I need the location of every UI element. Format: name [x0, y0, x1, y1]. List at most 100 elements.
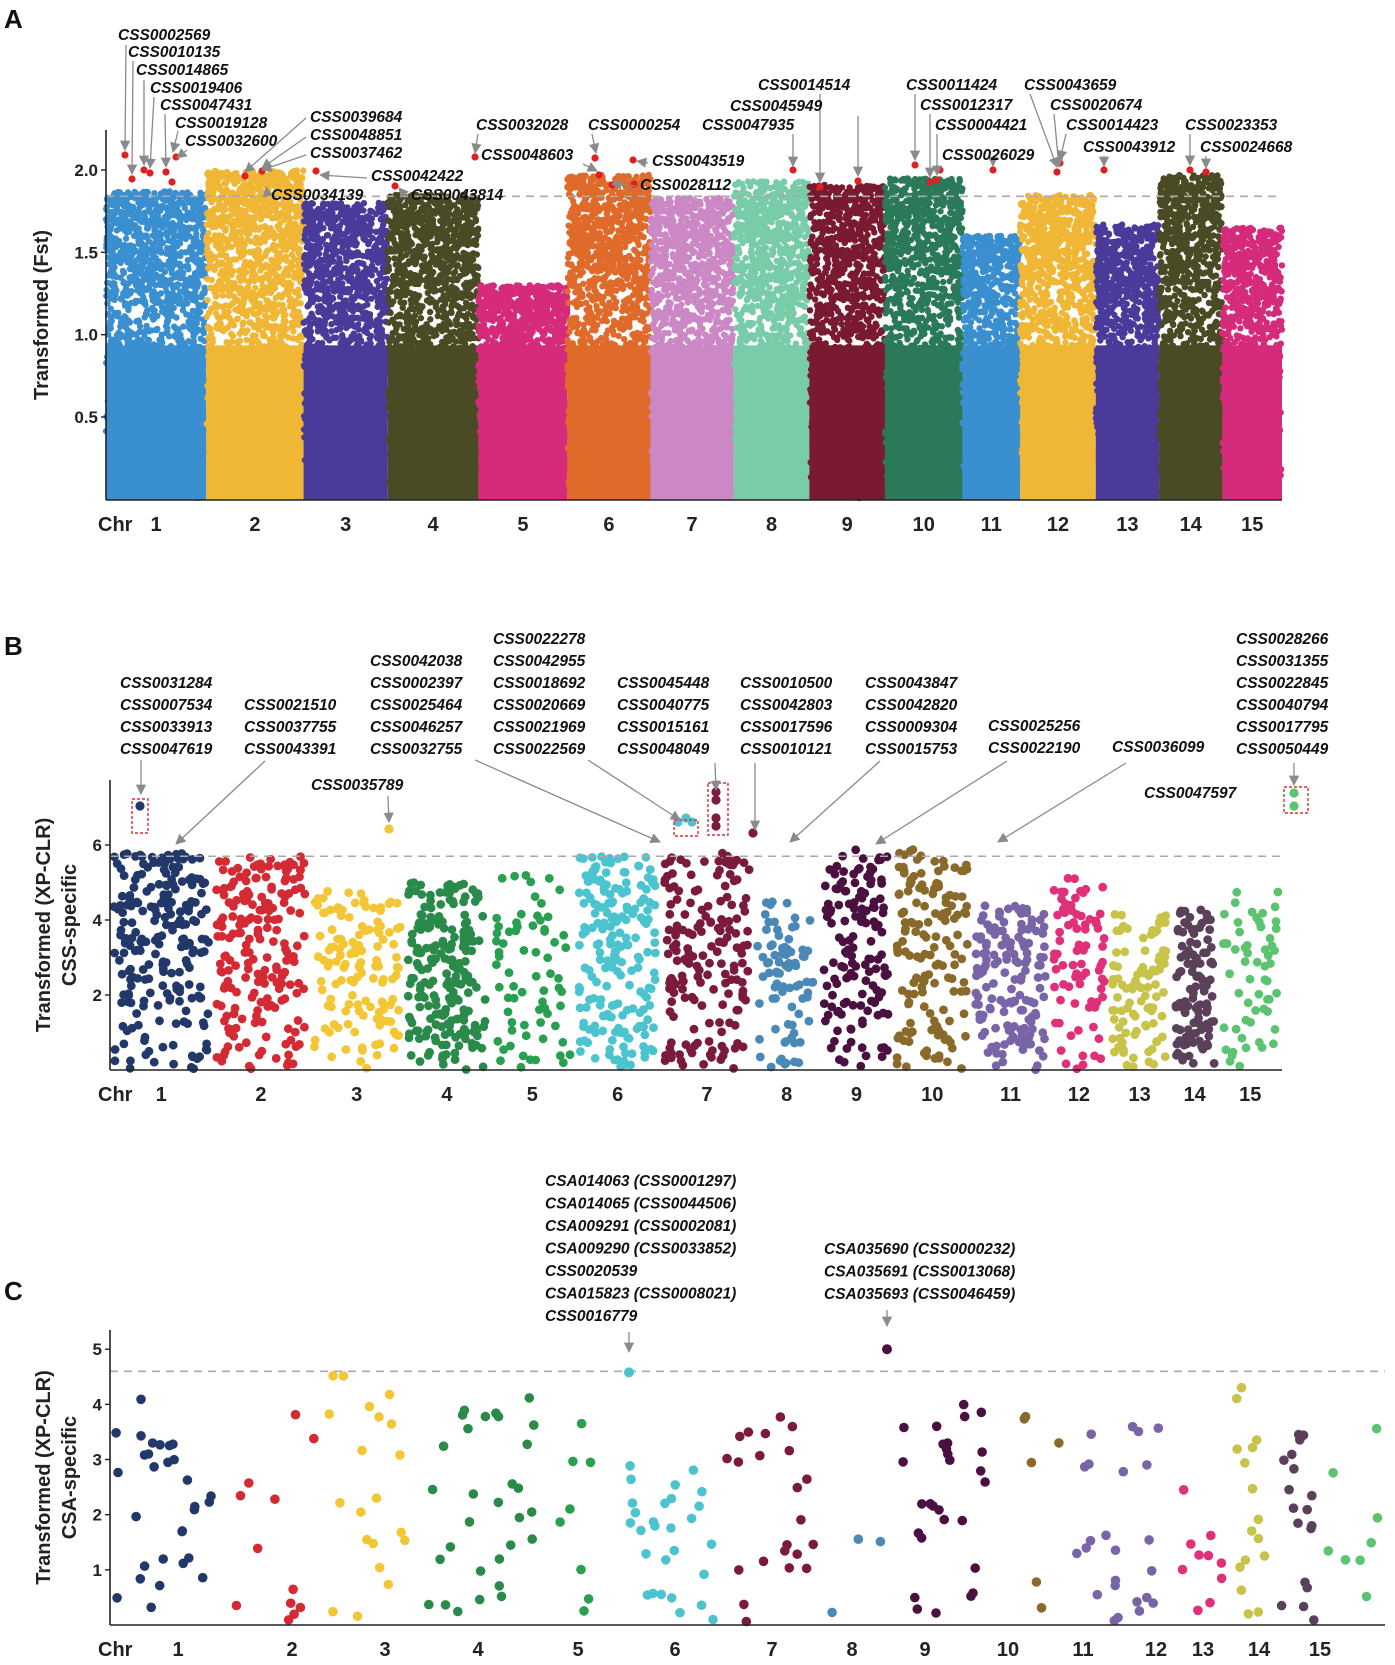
data-point	[115, 329, 123, 336]
data-point	[377, 312, 384, 319]
data-point	[125, 210, 133, 218]
data-point	[251, 303, 258, 311]
data-point	[141, 219, 149, 226]
data-point	[110, 268, 117, 275]
data-point	[205, 265, 212, 272]
data-point	[201, 284, 208, 291]
data-point	[177, 288, 184, 295]
data-point	[141, 314, 148, 321]
data-point	[313, 208, 320, 215]
data-point	[310, 243, 317, 251]
data-point	[351, 231, 358, 239]
data-point	[390, 235, 397, 243]
data-point	[109, 280, 117, 287]
data-point	[305, 270, 312, 277]
data-point	[360, 223, 367, 230]
data-points	[102, 167, 1286, 502]
data-point	[157, 299, 165, 306]
data-point	[271, 244, 279, 251]
data-point	[330, 246, 337, 253]
data-point	[154, 234, 161, 241]
data-point	[369, 234, 376, 242]
data-point	[117, 249, 124, 256]
data-point	[296, 333, 304, 340]
data-point	[300, 218, 308, 225]
data-point	[178, 230, 186, 237]
data-point	[305, 302, 312, 309]
data-point	[267, 263, 274, 270]
data-point	[268, 323, 275, 330]
data-point	[254, 175, 261, 182]
data-point	[127, 203, 134, 210]
data-point	[205, 254, 212, 261]
data-point	[261, 238, 268, 245]
data-point	[286, 237, 294, 244]
data-point	[286, 227, 293, 234]
data-point	[410, 318, 417, 325]
data-point	[348, 314, 355, 321]
data-point	[133, 318, 140, 325]
data-point	[224, 276, 231, 283]
data-point	[218, 169, 225, 177]
data-point	[237, 290, 244, 297]
data-point	[127, 299, 135, 307]
data-point	[127, 191, 134, 199]
data-point	[165, 237, 172, 244]
data-point	[241, 211, 248, 218]
data-point	[330, 224, 337, 231]
data-point	[204, 297, 211, 304]
data-point	[190, 239, 197, 246]
data-point	[263, 248, 270, 256]
data-point	[180, 281, 188, 289]
data-point	[104, 279, 111, 286]
data-point	[376, 234, 384, 241]
data-point	[372, 210, 380, 218]
data-point	[350, 262, 357, 269]
data-point	[263, 206, 270, 213]
data-point	[151, 197, 158, 205]
data-point	[221, 206, 228, 214]
data-point	[455, 239, 462, 246]
data-point	[221, 180, 228, 187]
data-point	[229, 300, 236, 307]
data-point	[319, 318, 326, 325]
data-point	[378, 215, 385, 222]
data-point	[222, 189, 229, 197]
data-point	[146, 206, 153, 213]
data-point	[117, 320, 125, 328]
data-point	[243, 269, 250, 276]
data-point	[230, 281, 238, 288]
data-point	[121, 302, 129, 309]
data-point	[318, 256, 326, 264]
data-point	[177, 299, 185, 306]
data-point	[197, 193, 204, 200]
data-point	[155, 291, 162, 298]
data-point	[236, 337, 244, 344]
data-point	[295, 308, 302, 316]
data-point	[119, 267, 127, 275]
data-point	[222, 227, 229, 234]
data-point	[246, 248, 254, 256]
data-point	[166, 261, 173, 269]
data-point	[173, 314, 180, 321]
data-point	[378, 269, 385, 277]
data-point	[375, 199, 382, 207]
data-point	[366, 313, 373, 321]
data-point	[401, 282, 408, 289]
data-point	[159, 224, 166, 231]
data-point	[111, 197, 118, 204]
data-point	[391, 255, 398, 262]
data-point	[172, 206, 179, 214]
data-point	[306, 331, 313, 338]
data-point	[279, 242, 286, 249]
data-point	[252, 253, 259, 260]
data-point	[247, 278, 254, 285]
data-point	[288, 319, 296, 326]
data-point	[108, 223, 115, 230]
data-point	[293, 171, 300, 178]
data-point	[429, 240, 436, 247]
data-point	[294, 299, 301, 306]
data-point	[306, 289, 314, 296]
data-point	[192, 225, 200, 233]
data-point	[296, 271, 303, 279]
